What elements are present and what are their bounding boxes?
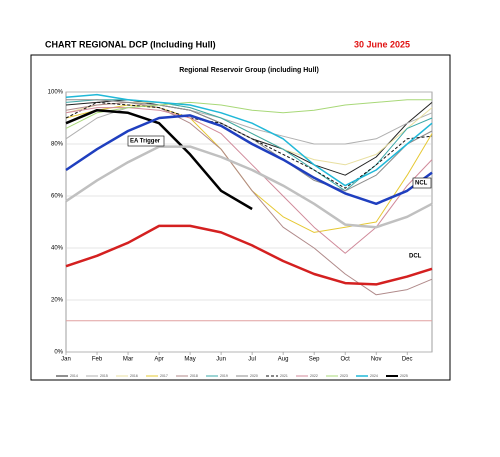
- series-line: [65, 93, 433, 187]
- page-title: CHART REGIONAL DCP (Including Hull): [45, 39, 216, 49]
- legend-label: 2022: [310, 374, 318, 378]
- x-tick-label: Dec: [402, 357, 413, 363]
- annotation-box: [412, 177, 432, 189]
- y-tick-label: 40%: [51, 246, 64, 252]
- x-tick-label: Aug: [278, 357, 289, 363]
- series-line: [65, 101, 433, 189]
- y-tick-label: 20%: [51, 298, 64, 304]
- legend-label: 2016: [130, 374, 138, 378]
- y-tick-label: 80%: [51, 142, 64, 148]
- y-tick-label: 0%: [54, 350, 63, 356]
- y-tick-label: 100%: [48, 90, 64, 96]
- series-line: [65, 114, 433, 206]
- series-line: [65, 99, 432, 129]
- legend-label: 2014: [70, 374, 78, 378]
- legend-label: 2020: [250, 374, 258, 378]
- series-line: [65, 104, 433, 145]
- x-tick-label: Jul: [248, 357, 256, 363]
- x-tick-label: Mar: [123, 357, 133, 363]
- annotation: DCL: [409, 254, 422, 260]
- x-tick-label: Nov: [371, 357, 382, 363]
- x-tick-label: Jun: [216, 357, 226, 363]
- legend-label: 2023: [340, 374, 348, 378]
- x-tick-label: Sep: [309, 357, 320, 363]
- annotation-box: [127, 135, 165, 147]
- legend-label: 2024: [370, 374, 378, 378]
- legend-label: 2019: [220, 374, 228, 378]
- legend-label: 2015: [100, 374, 108, 378]
- series-line: [65, 145, 433, 229]
- chart-frame: [30, 54, 451, 381]
- x-tick-label: Jan: [61, 357, 71, 363]
- x-tick-label: May: [184, 357, 195, 363]
- page-date: 30 June 2025: [354, 39, 410, 49]
- series-line: [65, 101, 433, 296]
- legend-label: 2018: [190, 374, 198, 378]
- x-tick-label: Feb: [92, 357, 103, 363]
- chart-title: Regional Reservoir Group (including Hull…: [179, 67, 319, 74]
- legend-label: 2017: [160, 374, 168, 378]
- annotation: NCL: [415, 181, 428, 187]
- annotation: EA Trigger: [130, 139, 161, 145]
- legend-label: 2021: [280, 374, 288, 378]
- series-line: [65, 108, 253, 211]
- series-line: [65, 107, 433, 254]
- series-line: [65, 224, 433, 286]
- x-tick-label: Apr: [154, 357, 163, 363]
- plot-area: [65, 91, 433, 353]
- x-tick-label: Oct: [340, 357, 350, 363]
- legend-label: 2025: [400, 374, 408, 378]
- y-tick-label: 60%: [51, 194, 64, 200]
